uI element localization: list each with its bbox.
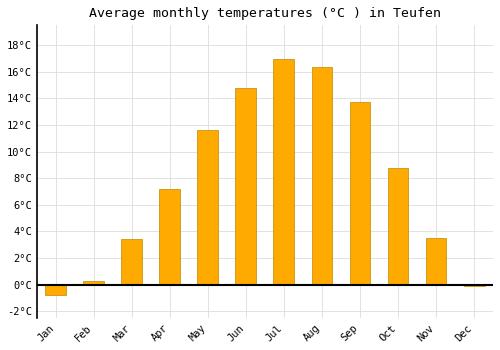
Bar (274, 58, 294, 285)
Bar (426, 238, 446, 285)
Bar (198, 130, 218, 285)
Bar (236, 88, 256, 285)
Bar (350, 103, 370, 285)
Bar (464, 285, 484, 286)
Bar (388, 168, 408, 285)
Bar (122, 239, 142, 285)
Bar (46, 285, 66, 295)
Bar (312, 66, 332, 285)
Bar (84, 281, 104, 285)
Title: Average monthly temperatures (°C ) in Teufen: Average monthly temperatures (°C ) in Te… (89, 7, 441, 20)
Bar (160, 189, 180, 285)
